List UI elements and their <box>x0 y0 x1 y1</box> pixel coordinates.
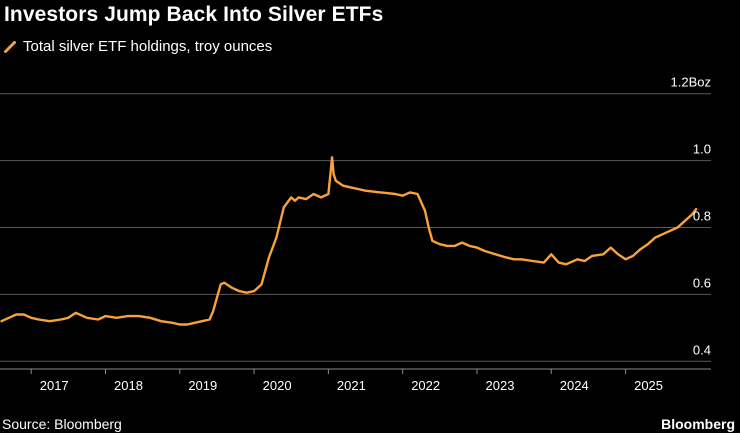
x-tick-label: 2021 <box>337 378 366 393</box>
y-tick-label: 0.8 <box>693 209 711 224</box>
legend-swatch-icon <box>4 40 16 53</box>
y-tick-label: 0.6 <box>693 275 711 290</box>
legend: Total silver ETF holdings, troy ounces <box>4 38 272 55</box>
x-tick-label: 2017 <box>40 378 69 393</box>
x-tick-label: 2024 <box>560 378 589 393</box>
x-tick-label: 2025 <box>634 378 663 393</box>
x-tick-label: 2020 <box>263 378 292 393</box>
chart-title: Investors Jump Back Into Silver ETFs <box>4 3 384 26</box>
series-line-silver-etf-holdings <box>0 156 698 326</box>
x-tick-label: 2018 <box>114 378 143 393</box>
x-tick-label: 2023 <box>486 378 515 393</box>
y-tick-label: 1.0 <box>693 142 711 157</box>
y-tick-label: 0.4 <box>693 342 711 357</box>
x-tick-label: 2019 <box>188 378 217 393</box>
legend-label: Total silver ETF holdings, troy ounces <box>23 38 273 55</box>
y-tick-label: 1.2Boz <box>671 75 711 90</box>
source-note: Source: Bloomberg <box>2 416 122 432</box>
x-tick-label: 2022 <box>411 378 440 393</box>
brand-logo: Bloomberg <box>661 416 735 432</box>
